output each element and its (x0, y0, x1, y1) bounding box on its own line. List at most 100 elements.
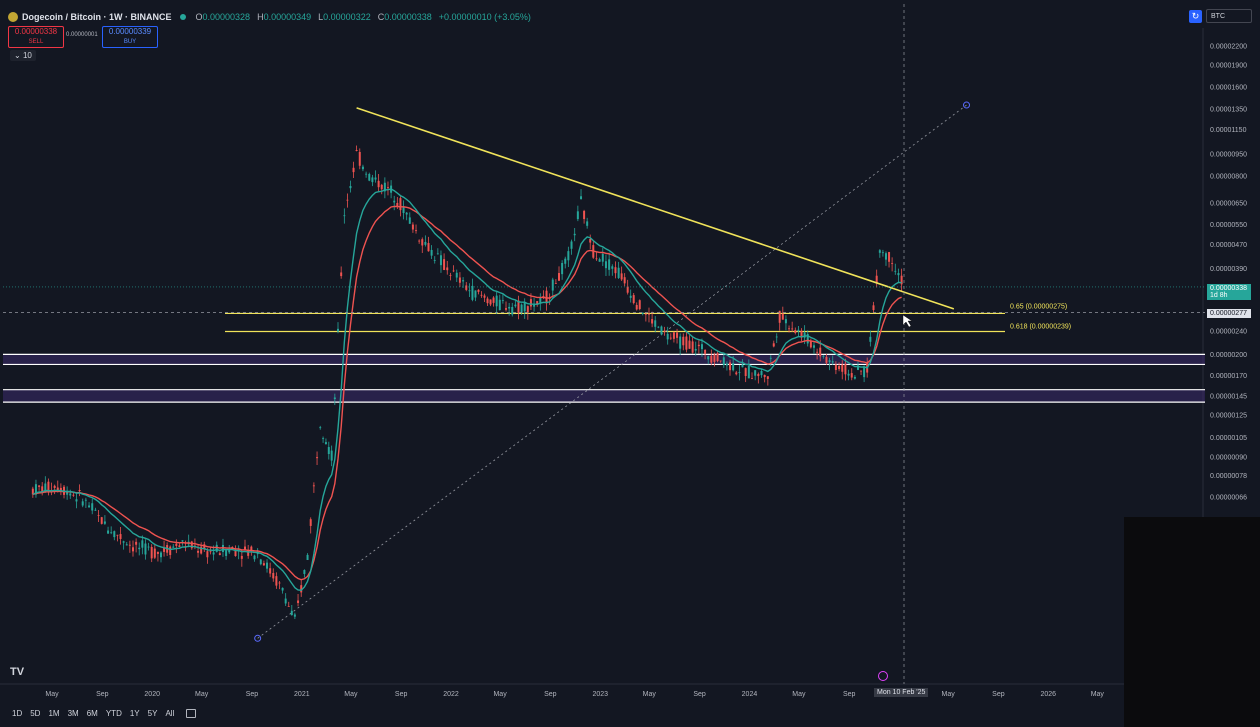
tf-1d[interactable]: 1D (12, 709, 23, 718)
candle-body (340, 272, 343, 277)
candle-body (841, 364, 844, 372)
currency-selector[interactable]: BTC (1206, 9, 1252, 23)
candle-body (443, 259, 446, 270)
candle-body (309, 519, 312, 526)
candle-body (41, 486, 44, 492)
x-tick-label: May (792, 691, 806, 698)
tf-1m[interactable]: 1M (48, 709, 60, 718)
candle-body (498, 299, 501, 311)
buy-label: BUY (123, 39, 137, 45)
candle-body (44, 483, 47, 492)
fib-level-label-1: 0.618 (0.00000239) (1010, 323, 1071, 330)
candle-body (297, 600, 300, 603)
candle-body (492, 297, 495, 303)
candle-body (380, 184, 383, 190)
candle-body (324, 442, 327, 445)
candle-body (838, 366, 841, 370)
candle-body (856, 365, 859, 370)
candle-body (819, 347, 822, 357)
candle-body (34, 484, 37, 495)
candle-body (259, 559, 262, 565)
candle-body (872, 305, 875, 311)
sell-button[interactable]: 0.00000338 SELL (8, 26, 64, 48)
candle-body (206, 551, 209, 558)
candle-body (778, 310, 781, 323)
candle-body (200, 546, 203, 554)
candle-body (623, 277, 626, 284)
y-tick-label: 0.00000078 (1210, 473, 1247, 480)
spread-value: 0.00000001 (66, 32, 98, 38)
candle-body (266, 562, 269, 569)
candle-body (884, 253, 887, 260)
candle-body (707, 356, 710, 360)
candle-body (175, 543, 178, 546)
tf-all[interactable]: All (165, 709, 175, 718)
x-tick-label: May (1091, 691, 1105, 698)
y-tick-label: 0.00000800 (1210, 174, 1247, 181)
candle-body (396, 202, 399, 207)
crosshair-price-tag: 0.00000277 (1207, 309, 1251, 318)
candle-body (377, 180, 380, 188)
candle-body (411, 224, 414, 230)
candle-body (657, 326, 660, 328)
candle-body (676, 332, 679, 338)
candle-body (685, 336, 688, 350)
ohlc-high: H0.00000349 (257, 12, 312, 22)
candle-body (860, 370, 863, 372)
candle-body (97, 514, 100, 516)
y-tick-label: 0.00000145 (1210, 393, 1247, 400)
tf-3m[interactable]: 3M (67, 709, 79, 718)
candle-body (775, 336, 778, 338)
candle-body (147, 546, 150, 548)
candle-body (704, 349, 707, 354)
candle-body (722, 357, 725, 365)
candle-body (316, 457, 319, 459)
candle-body (81, 501, 84, 506)
symbol-title[interactable]: Dogecoin / Bitcoin · 1W · BINANCE (22, 12, 172, 22)
candle-body (760, 370, 763, 376)
ohlc-open: O0.00000328 (195, 12, 251, 22)
trendline-start-handle (254, 634, 262, 642)
candle-body (477, 289, 480, 292)
candle-body (471, 285, 474, 300)
candle-body (719, 360, 722, 362)
candle-body (803, 332, 806, 338)
tf-5y[interactable]: 5Y (147, 709, 158, 718)
support-zone-1 (3, 389, 1205, 403)
candle-body (834, 364, 837, 371)
candle-body (611, 266, 614, 269)
candle-body (598, 259, 601, 262)
buy-button[interactable]: 0.00000339 BUY (102, 26, 158, 48)
indicator-count-chip[interactable]: ⌄ 10 (10, 50, 36, 61)
candle-body (352, 167, 355, 173)
candle-body (293, 614, 296, 617)
calendar-icon[interactable] (186, 709, 197, 718)
candle-body (312, 485, 315, 487)
candle-body (682, 336, 685, 346)
x-tick-label: 2020 (144, 691, 160, 698)
candle-body (660, 326, 663, 335)
ohlc-close: C0.00000338 (377, 12, 432, 22)
target-icon[interactable] (878, 671, 888, 681)
candle-body (53, 485, 56, 488)
candle-body (474, 290, 477, 298)
y-tick-label: 0.00000170 (1210, 373, 1247, 380)
candle-body (383, 182, 386, 192)
candle-body (163, 547, 166, 552)
candle-body (844, 364, 847, 375)
candle-body (816, 351, 819, 353)
sync-icon[interactable]: ↻ (1189, 10, 1202, 23)
candle-body (501, 300, 504, 302)
x-tick-label: Sep (843, 691, 856, 698)
tf-5d[interactable]: 5D (30, 709, 41, 718)
candle-body (483, 295, 486, 298)
tf-1y[interactable]: 1Y (129, 709, 140, 718)
tf-6m[interactable]: 6M (86, 709, 98, 718)
candle-body (647, 313, 650, 315)
trendline-end-handle (963, 101, 971, 109)
candle-body (894, 270, 897, 272)
candle-body (275, 576, 278, 586)
tf-ytd[interactable]: YTD (105, 709, 122, 718)
candle-body (69, 493, 72, 496)
